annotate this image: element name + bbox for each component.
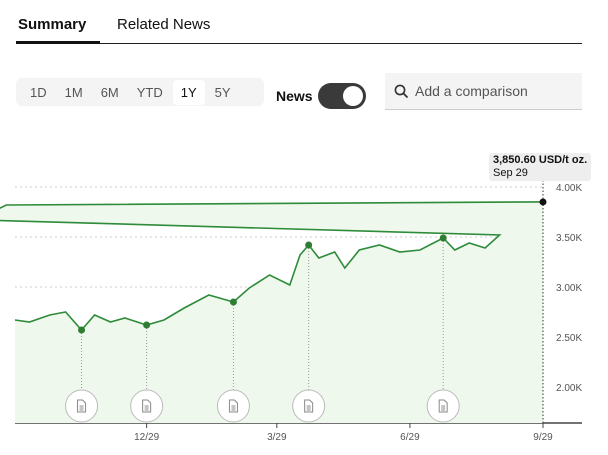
- price-tooltip: 3,850.60 USD/t oz. Sep 29: [489, 153, 592, 181]
- search-icon: [394, 84, 409, 98]
- comparison-search: [385, 73, 582, 110]
- news-point: [305, 241, 313, 249]
- range-5y[interactable]: 5Y: [214, 84, 231, 100]
- document-icon: [438, 399, 448, 413]
- comparison-search-input[interactable]: [415, 83, 575, 99]
- x-tick-label: 12/29: [134, 432, 159, 443]
- news-point: [229, 298, 237, 306]
- x-tick-label: 6/29: [400, 432, 420, 443]
- document-lines: [231, 405, 236, 411]
- document-icon: [304, 399, 314, 413]
- y-tick-label: 3.50K: [556, 233, 582, 244]
- y-tick-label: 2.50K: [556, 333, 582, 344]
- range-1d[interactable]: 1D: [30, 84, 47, 100]
- news-point: [143, 321, 151, 329]
- news-point: [78, 326, 86, 334]
- area-fill: [0, 201, 543, 423]
- document-lines: [441, 405, 446, 411]
- tooltip-value: 3,850.60 USD/t oz.: [493, 154, 588, 166]
- tab-related-news[interactable]: Related News: [117, 16, 211, 33]
- y-tick-label: 3.00K: [556, 283, 582, 294]
- document-lines: [79, 405, 84, 411]
- document-icon: [77, 399, 87, 413]
- tooltip-date: Sep 29: [493, 167, 528, 179]
- news-point: [439, 234, 447, 242]
- toggle-knob: [343, 86, 363, 106]
- document-lines: [306, 405, 311, 411]
- x-tick-label: 9/29: [533, 432, 553, 443]
- range-6m[interactable]: 6M: [100, 84, 119, 100]
- document-lines: [144, 405, 149, 411]
- tab-summary[interactable]: Summary: [15, 16, 101, 44]
- range-ytd[interactable]: YTD: [136, 84, 163, 100]
- range-1m[interactable]: 1M: [64, 84, 83, 100]
- news-toggle[interactable]: [318, 83, 366, 109]
- y-tick-label: 2.00K: [556, 383, 582, 394]
- news-toggle-label: News: [276, 88, 313, 104]
- range-selector: 1D 1M 6M YTD 1Y 5Y: [16, 78, 264, 106]
- current-price-point: [539, 198, 547, 206]
- document-icon: [228, 399, 238, 413]
- price-line: [0, 201, 544, 332]
- y-tick-label: 4.00K: [556, 183, 582, 194]
- tab-bar: Summary Related News: [15, 0, 582, 44]
- document-icon: [142, 399, 152, 413]
- range-1y[interactable]: 1Y: [172, 79, 205, 105]
- x-tick-label: 3/29: [267, 432, 287, 443]
